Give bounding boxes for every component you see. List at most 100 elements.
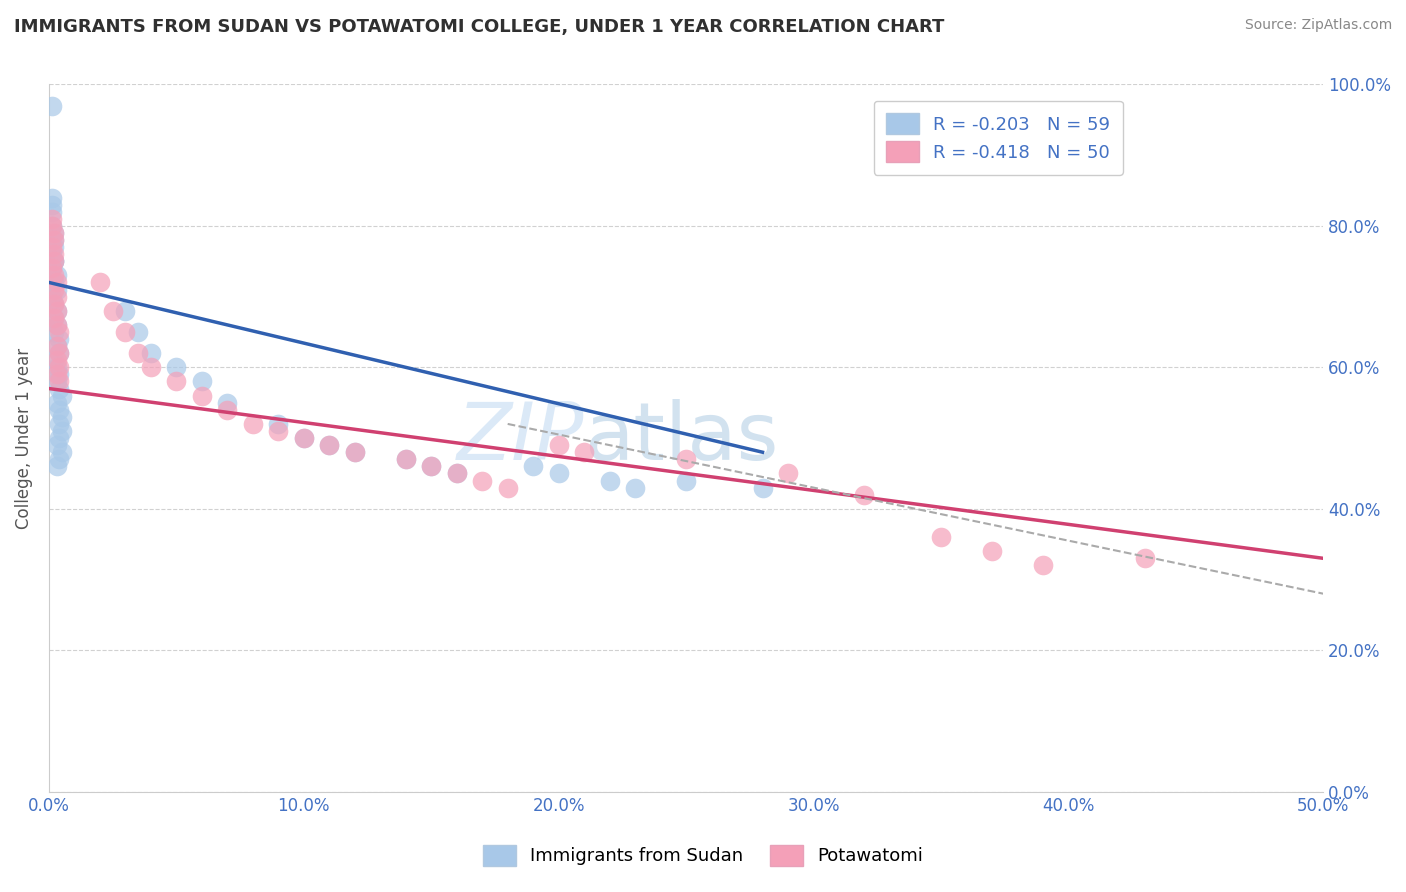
Point (496, 481, 519, 495)
Point (114, 325, 136, 339)
Text: atlas: atlas (583, 399, 779, 477)
Point (675, 452, 697, 467)
Point (48, 346, 70, 360)
Point (41, 290, 63, 304)
Point (45, 438, 67, 452)
Point (139, 360, 162, 375)
Point (420, 459, 443, 474)
Point (318, 438, 340, 452)
Point (42, 254, 65, 268)
Point (267, 424, 290, 438)
Point (42, 296, 65, 310)
Point (420, 459, 443, 474)
Point (48, 360, 70, 375)
Point (980, 544, 1002, 558)
Point (48, 452, 70, 467)
Point (42, 226, 65, 240)
Point (41, 219, 63, 233)
Point (572, 445, 595, 459)
Point (446, 467, 468, 481)
Point (292, 431, 315, 445)
Point (853, 488, 876, 502)
Point (42, 268, 65, 283)
Point (42, 276, 65, 290)
Point (51, 409, 73, 424)
Point (267, 417, 290, 431)
Point (343, 445, 366, 459)
Text: Source: ZipAtlas.com: Source: ZipAtlas.com (1244, 18, 1392, 32)
Point (139, 346, 162, 360)
Text: IMMIGRANTS FROM SUDAN VS POTAWATOMI COLLEGE, UNDER 1 YEAR CORRELATION CHART: IMMIGRANTS FROM SUDAN VS POTAWATOMI COLL… (14, 18, 945, 36)
Point (42, 233, 65, 247)
Point (51, 445, 73, 459)
Point (41, 98, 63, 112)
Point (114, 303, 136, 318)
Point (45, 339, 67, 353)
Point (191, 375, 214, 389)
Point (127, 325, 149, 339)
Point (41, 191, 63, 205)
Point (45, 303, 67, 318)
Point (42, 233, 65, 247)
Point (191, 389, 214, 403)
Point (45, 290, 67, 304)
Point (42, 296, 65, 310)
Point (599, 474, 621, 488)
Point (41, 240, 63, 254)
Point (42, 254, 65, 268)
Point (45, 459, 67, 474)
Point (217, 402, 239, 417)
Legend: Immigrants from Sudan, Potawatomi: Immigrants from Sudan, Potawatomi (471, 832, 935, 879)
Point (45, 318, 67, 332)
Point (127, 346, 149, 360)
Point (41, 197, 63, 211)
Point (547, 467, 569, 481)
Point (547, 438, 569, 452)
Point (45, 268, 67, 283)
Text: ZIP: ZIP (457, 399, 583, 477)
Point (42, 254, 65, 268)
Point (471, 474, 494, 488)
Point (292, 431, 315, 445)
Point (165, 375, 187, 389)
Point (624, 481, 647, 495)
Point (48, 431, 70, 445)
Point (42, 226, 65, 240)
Point (48, 346, 70, 360)
Point (45, 360, 67, 375)
Point (48, 332, 70, 346)
Point (41, 219, 63, 233)
Point (45, 276, 67, 290)
Point (42, 325, 65, 339)
Point (217, 395, 239, 409)
Point (318, 438, 340, 452)
Point (42, 353, 65, 368)
Point (48, 375, 70, 389)
Point (48, 417, 70, 431)
Point (41, 211, 63, 226)
Point (446, 467, 468, 481)
Point (1133, 551, 1156, 566)
Point (48, 325, 70, 339)
Point (51, 424, 73, 438)
Point (45, 375, 67, 389)
Point (41, 261, 63, 276)
Point (45, 283, 67, 297)
Point (41, 247, 63, 261)
Point (1032, 558, 1054, 573)
Point (51, 389, 73, 403)
Point (42, 310, 65, 325)
Point (242, 417, 264, 431)
Point (89, 276, 111, 290)
Point (45, 353, 67, 368)
Point (522, 459, 544, 474)
Point (42, 283, 65, 297)
Point (45, 339, 67, 353)
Legend: R = -0.203   N = 59, R = -0.418   N = 50: R = -0.203 N = 59, R = -0.418 N = 50 (873, 101, 1123, 175)
Point (48, 382, 70, 396)
Point (395, 452, 418, 467)
Y-axis label: College, Under 1 year: College, Under 1 year (15, 348, 32, 529)
Point (48, 402, 70, 417)
Point (45, 395, 67, 409)
Point (929, 530, 952, 544)
